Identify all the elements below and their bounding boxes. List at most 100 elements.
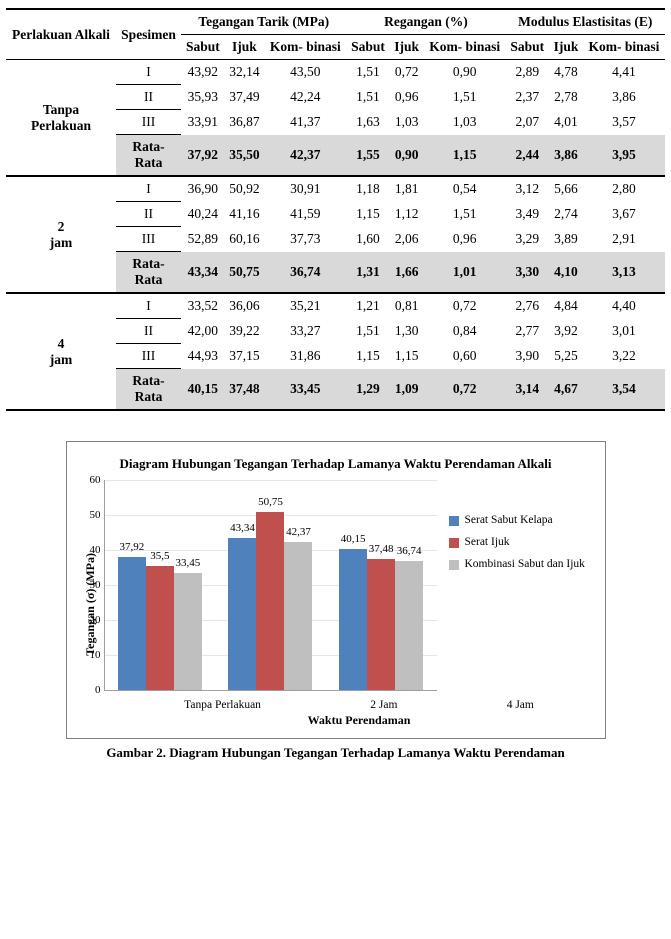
avg-cell: 3,13 xyxy=(583,252,665,294)
value-cell: 3,89 xyxy=(549,227,583,252)
value-cell: 30,91 xyxy=(264,176,346,202)
avg-cell: 1,29 xyxy=(346,369,389,411)
avg-cell: 33,45 xyxy=(264,369,346,411)
table-body: TanpaPerlakuanI43,9232,1443,501,510,720,… xyxy=(6,60,665,411)
ytick-label: 60 xyxy=(79,474,101,486)
value-cell: 50,92 xyxy=(225,176,265,202)
sub-kombinasi: Kom- binasi xyxy=(583,35,665,60)
col-group-tegangan: Tegangan Tarik (MPa) xyxy=(181,9,346,35)
avg-cell: 3,54 xyxy=(583,369,665,411)
ytick-label: 50 xyxy=(79,509,101,521)
sub-kombinasi: Kom- binasi xyxy=(424,35,506,60)
value-cell: 52,89 xyxy=(181,227,224,252)
group-label: 2jam xyxy=(6,176,116,293)
bar-value-label: 50,75 xyxy=(258,496,283,508)
value-cell: 33,91 xyxy=(181,110,224,135)
avg-label: Rata-Rata xyxy=(116,369,181,411)
value-cell: 3,29 xyxy=(506,227,549,252)
value-cell: 60,16 xyxy=(225,227,265,252)
value-cell: 39,22 xyxy=(225,319,265,344)
value-cell: 1,51 xyxy=(346,319,389,344)
value-cell: 42,00 xyxy=(181,319,224,344)
value-cell: 3,92 xyxy=(549,319,583,344)
ytick-label: 10 xyxy=(79,649,101,661)
bar: 35,5 xyxy=(146,566,174,690)
avg-label: Rata-Rata xyxy=(116,252,181,294)
value-cell: 3,57 xyxy=(583,110,665,135)
legend-label: Kombinasi Sabut dan Ijuk xyxy=(465,558,585,570)
value-cell: 1,03 xyxy=(390,110,424,135)
sub-sabut: Sabut xyxy=(346,35,389,60)
value-cell: 33,52 xyxy=(181,293,224,319)
value-cell: 4,78 xyxy=(549,60,583,85)
value-cell: 1,12 xyxy=(390,202,424,227)
value-cell: 1,15 xyxy=(390,344,424,369)
value-cell: 0,54 xyxy=(424,176,506,202)
avg-cell: 42,37 xyxy=(264,135,346,177)
bar: 42,37 xyxy=(284,542,312,690)
avg-cell: 4,67 xyxy=(549,369,583,411)
bar: 37,48 xyxy=(367,559,395,690)
avg-cell: 3,95 xyxy=(583,135,665,177)
avg-cell: 1,09 xyxy=(390,369,424,411)
avg-cell: 50,75 xyxy=(225,252,265,294)
avg-cell: 43,34 xyxy=(181,252,224,294)
chart-container: Diagram Hubungan Tegangan Terhadap Laman… xyxy=(66,441,606,739)
bar-value-label: 37,48 xyxy=(369,543,394,555)
value-cell: 35,21 xyxy=(264,293,346,319)
value-cell: 1,51 xyxy=(424,85,506,110)
value-cell: 2,89 xyxy=(506,60,549,85)
avg-cell: 1,31 xyxy=(346,252,389,294)
bar-value-label: 36,74 xyxy=(397,545,422,557)
value-cell: 0,72 xyxy=(390,60,424,85)
value-cell: 36,06 xyxy=(225,293,265,319)
value-cell: 41,59 xyxy=(264,202,346,227)
chart-legend: Serat Sabut Kelapa Serat Ijuk Kombinasi Sa… xyxy=(449,514,589,691)
value-cell: 40,24 xyxy=(181,202,224,227)
value-cell: 1,51 xyxy=(424,202,506,227)
value-cell: 2,07 xyxy=(506,110,549,135)
value-cell: 41,16 xyxy=(225,202,265,227)
legend-item: Serat Sabut Kelapa xyxy=(449,514,589,526)
ytick-label: 0 xyxy=(79,684,101,696)
avg-cell: 37,92 xyxy=(181,135,224,177)
value-cell: 3,49 xyxy=(506,202,549,227)
legend-label: Serat Sabut Kelapa xyxy=(465,514,553,526)
value-cell: 2,91 xyxy=(583,227,665,252)
value-cell: 2,37 xyxy=(506,85,549,110)
spec-cell: III xyxy=(116,344,181,369)
sub-sabut: Sabut xyxy=(506,35,549,60)
legend-swatch xyxy=(449,538,459,548)
spec-cell: II xyxy=(116,85,181,110)
value-cell: 4,01 xyxy=(549,110,583,135)
col-group-modulus: Modulus Elastisitas (E) xyxy=(506,9,665,35)
bar-value-label: 35,5 xyxy=(150,550,169,562)
value-cell: 3,90 xyxy=(506,344,549,369)
value-cell: 0,60 xyxy=(424,344,506,369)
value-cell: 0,84 xyxy=(424,319,506,344)
chart-body: Tegangan (σ) (MPa) 010203040506037,9235,… xyxy=(83,480,589,728)
chart-title: Diagram Hubungan Tegangan Terhadap Laman… xyxy=(83,456,589,472)
value-cell: 1,18 xyxy=(346,176,389,202)
value-cell: 37,15 xyxy=(225,344,265,369)
group-label: TanpaPerlakuan xyxy=(6,60,116,177)
chart-plot: 010203040506037,9235,533,4543,3450,7542,… xyxy=(104,480,437,691)
value-cell: 2,74 xyxy=(549,202,583,227)
value-cell: 1,51 xyxy=(346,60,389,85)
value-cell: 2,06 xyxy=(390,227,424,252)
bar-group: 40,1537,4836,74 xyxy=(339,549,423,690)
spec-cell: III xyxy=(116,110,181,135)
sub-sabut: Sabut xyxy=(181,35,224,60)
table-row: 2jamI36,9050,9230,911,181,810,543,125,66… xyxy=(6,176,665,202)
bar-value-label: 33,45 xyxy=(175,557,200,569)
value-cell: 36,90 xyxy=(181,176,224,202)
legend-item: Serat Ijuk xyxy=(449,536,589,548)
ytick-label: 30 xyxy=(79,579,101,591)
value-cell: 37,73 xyxy=(264,227,346,252)
bar: 50,75 xyxy=(256,512,284,690)
bar-group: 43,3450,7542,37 xyxy=(228,512,312,690)
col-perlakuan: Perlakuan Alkali xyxy=(6,9,116,60)
avg-cell: 2,44 xyxy=(506,135,549,177)
avg-cell: 3,86 xyxy=(549,135,583,177)
bars-container: 37,9235,533,4543,3450,7542,3740,1537,483… xyxy=(105,480,437,690)
